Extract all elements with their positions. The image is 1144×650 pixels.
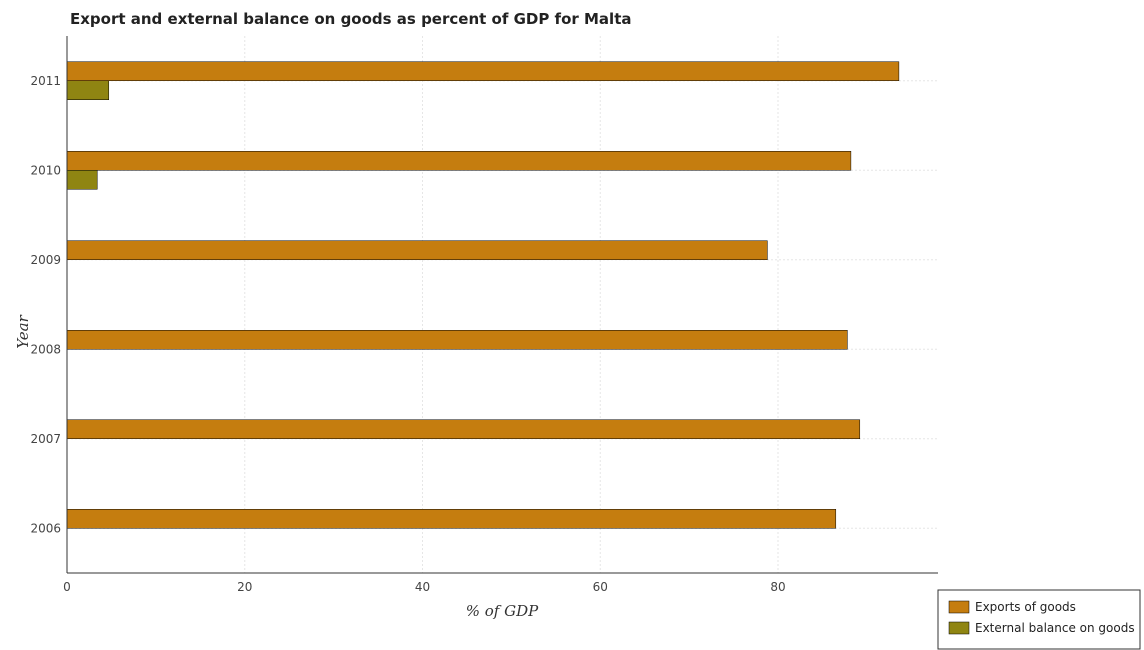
- legend-swatch: [948, 600, 970, 614]
- grid: [66, 36, 938, 573]
- bar-exports-of-goods: [66, 151, 852, 171]
- y-tick-label: 2011: [30, 74, 61, 88]
- bar-exports-of-goods: [66, 61, 900, 81]
- x-tick-label: 0: [63, 580, 71, 594]
- x-tick-label: 40: [415, 580, 430, 594]
- bar-external-balance-on-goods: [66, 80, 110, 100]
- y-tick-label: 2009: [30, 253, 61, 267]
- legend-swatch: [948, 621, 970, 635]
- y-tick-label: 2008: [30, 342, 61, 356]
- y-tick-label: 2007: [30, 432, 61, 446]
- bar-external-balance-on-goods: [66, 170, 98, 190]
- x-tick-label: 20: [237, 580, 252, 594]
- y-tick-label: 2006: [30, 521, 61, 535]
- y-tick-label: 2010: [30, 163, 61, 177]
- x-tick-label: 80: [770, 580, 785, 594]
- x-tick-label: 60: [593, 580, 608, 594]
- x-axis-label: % of GDP: [466, 602, 539, 620]
- bar-exports-of-goods: [66, 509, 837, 529]
- legend-label: External balance on goods: [975, 621, 1135, 635]
- legend-box: [937, 589, 1141, 650]
- legend: Exports of goods External balance on good…: [937, 589, 1141, 650]
- chart-title: Export and external balance on goods as …: [70, 10, 631, 28]
- y-axis-label: Year: [14, 314, 32, 348]
- bar-exports-of-goods: [66, 330, 848, 350]
- legend-label: Exports of goods: [975, 600, 1076, 614]
- axes: 0 20 40 60 80 2006 2007 2008 2009 2010 2011: [30, 36, 938, 594]
- bar-exports-of-goods: [66, 419, 861, 439]
- bars: [66, 61, 900, 529]
- bar-exports-of-goods: [66, 240, 768, 260]
